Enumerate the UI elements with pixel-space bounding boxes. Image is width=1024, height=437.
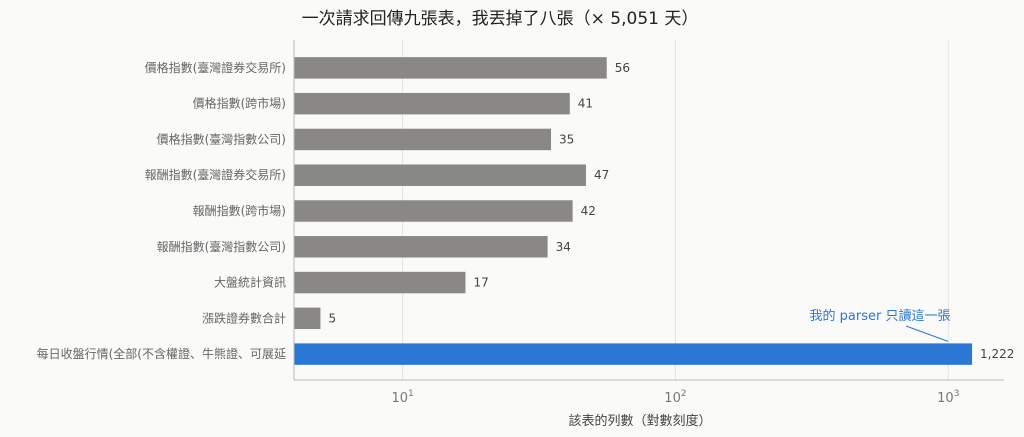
category-label: 報酬指數(臺灣指數公司) bbox=[157, 239, 286, 254]
value-label: 34 bbox=[556, 240, 571, 254]
x-axis-label: 該表的列數（對數刻度） bbox=[568, 413, 711, 429]
category-label: 大盤統計資訊 bbox=[214, 275, 286, 290]
bar bbox=[294, 57, 607, 79]
category-label: 價格指數(臺灣證券交易所) bbox=[145, 60, 286, 75]
x-tick-label: 102 bbox=[664, 389, 686, 406]
value-label: 35 bbox=[559, 132, 574, 146]
category-label: 報酬指數(跨市場) bbox=[193, 203, 286, 218]
annotation-text: 我的 parser 只讀這一張 bbox=[810, 308, 951, 324]
bar bbox=[294, 236, 548, 258]
category-label: 每日收盤行情(全部(不含權證、牛熊證、可展延 bbox=[37, 346, 286, 361]
value-label: 47 bbox=[594, 168, 609, 182]
bar-layer bbox=[294, 57, 973, 365]
bar bbox=[294, 92, 570, 115]
value-label: 5 bbox=[328, 311, 336, 325]
annotation-arrow bbox=[905, 325, 949, 342]
bar bbox=[294, 128, 552, 151]
x-tick-exponent: 3 bbox=[954, 389, 960, 399]
category-label: 價格指數(臺灣指數公司) bbox=[157, 131, 286, 146]
x-tick-exponent: 1 bbox=[408, 389, 414, 399]
category-label: 報酬指數(臺灣證券交易所) bbox=[145, 167, 286, 182]
value-label: 56 bbox=[615, 61, 630, 75]
x-tick-exponent: 2 bbox=[681, 389, 687, 399]
chart-title: 一次請求回傳九張表，我丟掉了八張（× 5,051 天） bbox=[302, 9, 699, 29]
value-label: 1,222 bbox=[980, 347, 1014, 361]
category-label: 價格指數(跨市場) bbox=[193, 96, 286, 111]
x-tick-label: 101 bbox=[391, 389, 413, 406]
value-label: 41 bbox=[578, 97, 593, 111]
bar bbox=[294, 164, 586, 186]
category-label: 漲跌證券數合計 bbox=[202, 310, 286, 325]
value-label: 42 bbox=[581, 204, 596, 218]
x-tick-label: 103 bbox=[937, 389, 959, 406]
bar-highlight bbox=[294, 343, 973, 365]
x-tick-base: 10 bbox=[664, 391, 681, 406]
bar bbox=[294, 271, 466, 294]
x-tick-base: 10 bbox=[937, 391, 954, 406]
x-tick-base: 10 bbox=[391, 391, 408, 406]
bar bbox=[294, 200, 573, 222]
value-label: 17 bbox=[473, 276, 488, 290]
bar bbox=[294, 307, 321, 330]
